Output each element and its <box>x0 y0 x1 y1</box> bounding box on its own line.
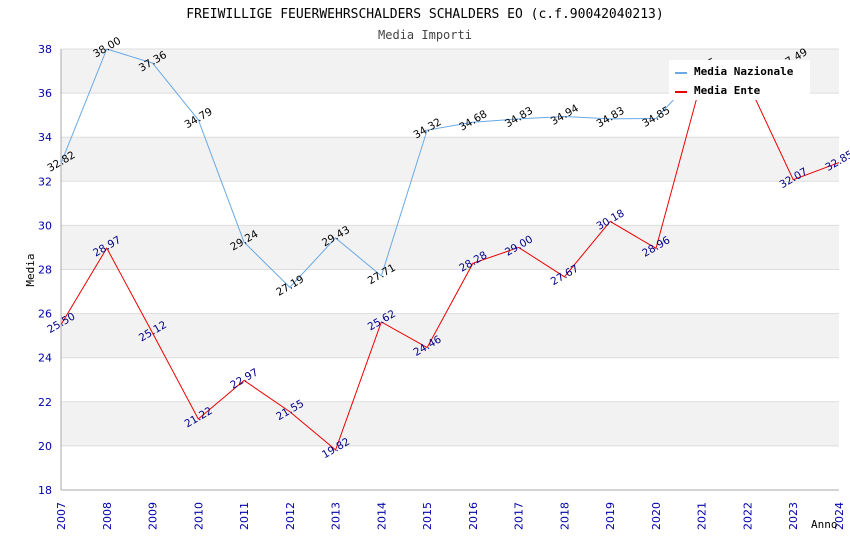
x-tick-label: 2012 <box>284 502 297 530</box>
x-tick-label: 2010 <box>192 502 205 530</box>
y-tick-label: 34 <box>38 131 52 144</box>
x-tick-label: 2011 <box>238 502 251 530</box>
y-tick-label: 28 <box>38 264 52 277</box>
x-tick-label: 2017 <box>513 502 526 530</box>
background-band <box>61 401 839 446</box>
legend: Media Nazionale Media Ente <box>669 60 810 100</box>
legend-label-media-nazionale: Media Nazionale <box>694 65 794 78</box>
y-tick-label: 18 <box>38 484 52 497</box>
background-band <box>61 269 839 314</box>
x-tick-label: 2018 <box>558 502 571 530</box>
y-tick-label: 24 <box>38 352 52 365</box>
legend-label-media-ente: Media Ente <box>694 84 761 97</box>
y-axis-title: Media <box>24 253 37 286</box>
x-axis-title: Anno <box>811 518 838 531</box>
background-band <box>61 225 839 270</box>
y-tick-label: 22 <box>38 396 52 409</box>
x-tick-labels: 2007 2008 2009 2010 2011 2012 2013 2014 2015 2016… <box>55 502 846 530</box>
x-tick-label: 2013 <box>330 502 343 530</box>
background-band <box>61 357 839 402</box>
series-line-media-nazionale <box>60 48 794 289</box>
y-tick-label: 20 <box>38 440 52 453</box>
x-tick-label: 2014 <box>375 502 388 530</box>
y-tick-labels: 18 20 22 24 26 28 30 32 34 36 38 <box>38 43 52 497</box>
y-tick-label: 26 <box>38 308 52 321</box>
y-tick-label: 36 <box>38 87 52 100</box>
chart-title: FREIWILLIGE FEUERWEHRSCHALDERS SCHALDERS… <box>186 7 663 22</box>
x-tick-label: 2021 <box>696 502 709 530</box>
x-tick-label: 2022 <box>741 502 754 530</box>
x-tick-label: 2015 <box>421 502 434 530</box>
x-tick-label: 2019 <box>604 502 617 530</box>
x-tick-label: 2020 <box>650 502 663 530</box>
x-tick-label: 2023 <box>787 502 800 530</box>
x-tick-label: 2016 <box>467 502 480 530</box>
background-band <box>61 93 839 138</box>
x-tick-label: 2009 <box>147 502 160 530</box>
background-band <box>61 445 839 490</box>
x-tick-label: 2008 <box>101 502 114 530</box>
chart-subtitle: Media Importi <box>378 28 472 42</box>
background-band <box>61 313 839 358</box>
y-tick-label: 38 <box>38 43 52 56</box>
x-tick-label: 2007 <box>55 502 68 530</box>
y-tick-label: 30 <box>38 219 52 232</box>
background-band <box>61 137 839 182</box>
background-band <box>61 181 839 226</box>
y-tick-label: 32 <box>38 175 52 188</box>
legend-box <box>669 60 810 100</box>
x-tick-label: 2024 <box>833 502 846 530</box>
